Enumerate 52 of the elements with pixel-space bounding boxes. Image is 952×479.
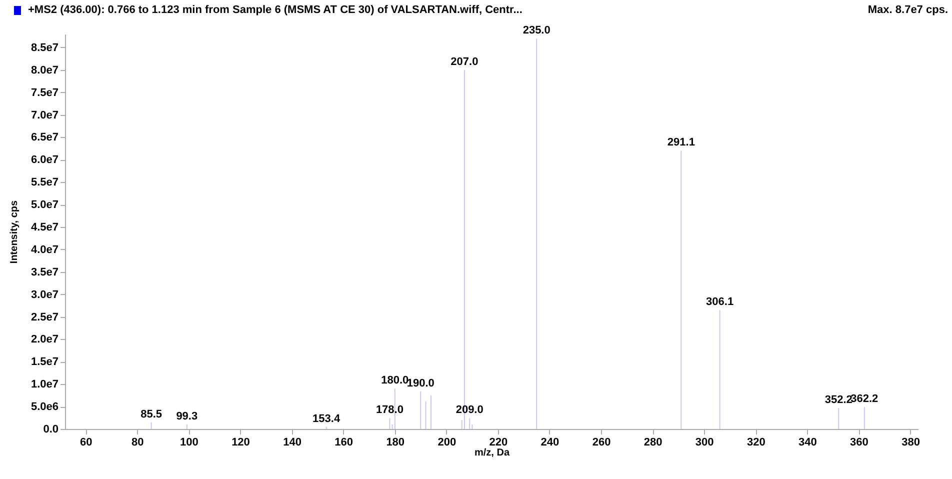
x-tick-label: 260 — [592, 436, 611, 448]
y-tick-label: 5.5e7 — [30, 176, 58, 189]
x-tick-label: 160 — [334, 436, 353, 448]
y-tick-label: 3.0e7 — [30, 288, 58, 301]
annotation: 178.0 — [376, 404, 404, 416]
y-axis-title: Intensity, cps — [8, 200, 20, 264]
x-tick-label: 300 — [695, 436, 714, 448]
y-tick-label: 3.5e7 — [30, 266, 58, 278]
y-tick-label: 5.0e7 — [30, 199, 58, 212]
y-tick-label: 4.5e7 — [30, 222, 58, 234]
y-tick-label: 1.5e7 — [30, 356, 58, 368]
y-tick-label: 5.0e6 — [30, 401, 58, 414]
x-tick-label: 60 — [80, 436, 92, 448]
x-tick-label: 380 — [902, 436, 920, 448]
y-tick-label: 1.0e7 — [30, 378, 58, 391]
chart-title: +MS2 (436.00): 0.766 to 1.123 min from Sample 6 (MSMS AT CE 30) of VALSARTAN.wiff, Centr... — [28, 4, 524, 16]
annotation: 209.0 — [456, 404, 484, 416]
y-tick-label: 2.5e7 — [30, 311, 58, 324]
annotation: 352.2 — [824, 394, 852, 406]
annotation: 99.3 — [176, 410, 198, 423]
y-tick-label: 6.0e7 — [30, 154, 58, 166]
x-tick-label: 240 — [540, 436, 560, 448]
y-tick-label: 4.0e7 — [30, 244, 58, 256]
y-tick-label: 7.5e7 — [30, 86, 58, 99]
x-tick-label: 140 — [283, 436, 302, 448]
annotation: 153.4 — [312, 412, 341, 425]
annotation: 180.0 — [381, 374, 409, 387]
annotation: 235.0 — [522, 24, 550, 36]
y-tick-label: 8.5e7 — [30, 42, 58, 54]
annotation: 291.1 — [667, 136, 695, 149]
x-tick-label: 320 — [746, 436, 766, 448]
x-tick-label: 180 — [386, 436, 405, 448]
annotation: 207.0 — [450, 56, 478, 68]
x-tick-label: 340 — [798, 436, 817, 448]
annotation: 190.0 — [406, 377, 434, 390]
x-tick-label: 100 — [180, 436, 198, 448]
x-tick-label: 200 — [438, 436, 456, 448]
x-tick-label: 220 — [489, 436, 508, 448]
text: Max. 8.7e7 cps. — [868, 4, 948, 16]
y-tick-label: 8.0e7 — [30, 64, 58, 76]
x-tick-label: 120 — [232, 436, 250, 448]
annotation: 306.1 — [706, 296, 734, 308]
x-tick-label: 80 — [132, 436, 144, 448]
annotation: 85.5 — [140, 408, 162, 420]
y-tick-label: 2.0e7 — [30, 334, 58, 346]
annotation: 362.2 — [850, 393, 878, 406]
y-tick-label: 7.0e7 — [30, 109, 58, 122]
x-axis-title: m/z, Da — [474, 448, 510, 458]
x-tick-label: 280 — [644, 436, 662, 448]
y-tick-label: 0.0 — [43, 424, 58, 436]
y-tick-label: 6.5e7 — [30, 132, 58, 144]
x-tick-label: 360 — [850, 436, 868, 448]
